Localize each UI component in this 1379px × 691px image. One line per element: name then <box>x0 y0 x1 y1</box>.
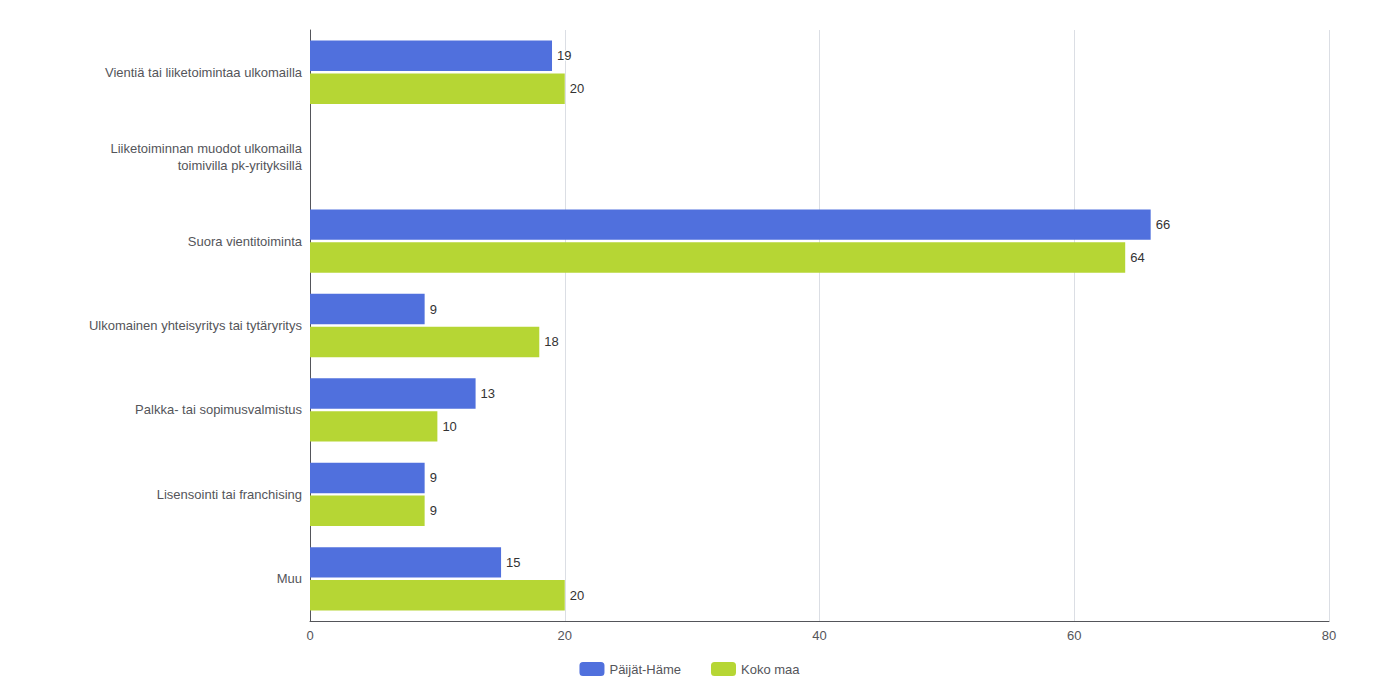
svg-text:9: 9 <box>430 503 437 518</box>
svg-text:Suora vientitoiminta: Suora vientitoiminta <box>188 234 303 249</box>
svg-text:toimivilla pk-yrityksillä: toimivilla pk-yrityksillä <box>178 158 303 173</box>
svg-text:Liiketoiminnan muodot ulkomail: Liiketoiminnan muodot ulkomailla <box>111 141 303 156</box>
svg-text:9: 9 <box>430 302 437 317</box>
svg-text:Vientiä tai liiketoimintaa ulk: Vientiä tai liiketoimintaa ulkomailla <box>105 65 303 80</box>
svg-text:10: 10 <box>442 419 456 434</box>
svg-text:60: 60 <box>1067 628 1081 643</box>
svg-text:13: 13 <box>481 386 495 401</box>
svg-text:Koko maa: Koko maa <box>741 662 800 677</box>
svg-text:Ulkomainen yhteisyritys tai ty: Ulkomainen yhteisyritys tai tytäryritys <box>89 318 303 333</box>
svg-text:Lisensointi tai franchising: Lisensointi tai franchising <box>157 487 302 502</box>
svg-text:20: 20 <box>570 81 584 96</box>
svg-text:Palkka- tai sopimusvalmistus: Palkka- tai sopimusvalmistus <box>135 402 302 417</box>
svg-text:Päijät-Häme: Päijät-Häme <box>609 662 681 677</box>
svg-text:20: 20 <box>570 588 584 603</box>
svg-text:0: 0 <box>306 628 313 643</box>
svg-text:40: 40 <box>812 628 826 643</box>
svg-text:20: 20 <box>558 628 572 643</box>
svg-text:9: 9 <box>430 470 437 485</box>
svg-text:64: 64 <box>1130 250 1144 265</box>
svg-text:15: 15 <box>506 555 520 570</box>
svg-text:18: 18 <box>544 334 558 349</box>
svg-text:19: 19 <box>557 48 571 63</box>
svg-text:80: 80 <box>1322 628 1336 643</box>
svg-text:Muu: Muu <box>277 571 302 586</box>
svg-text:66: 66 <box>1156 217 1170 232</box>
